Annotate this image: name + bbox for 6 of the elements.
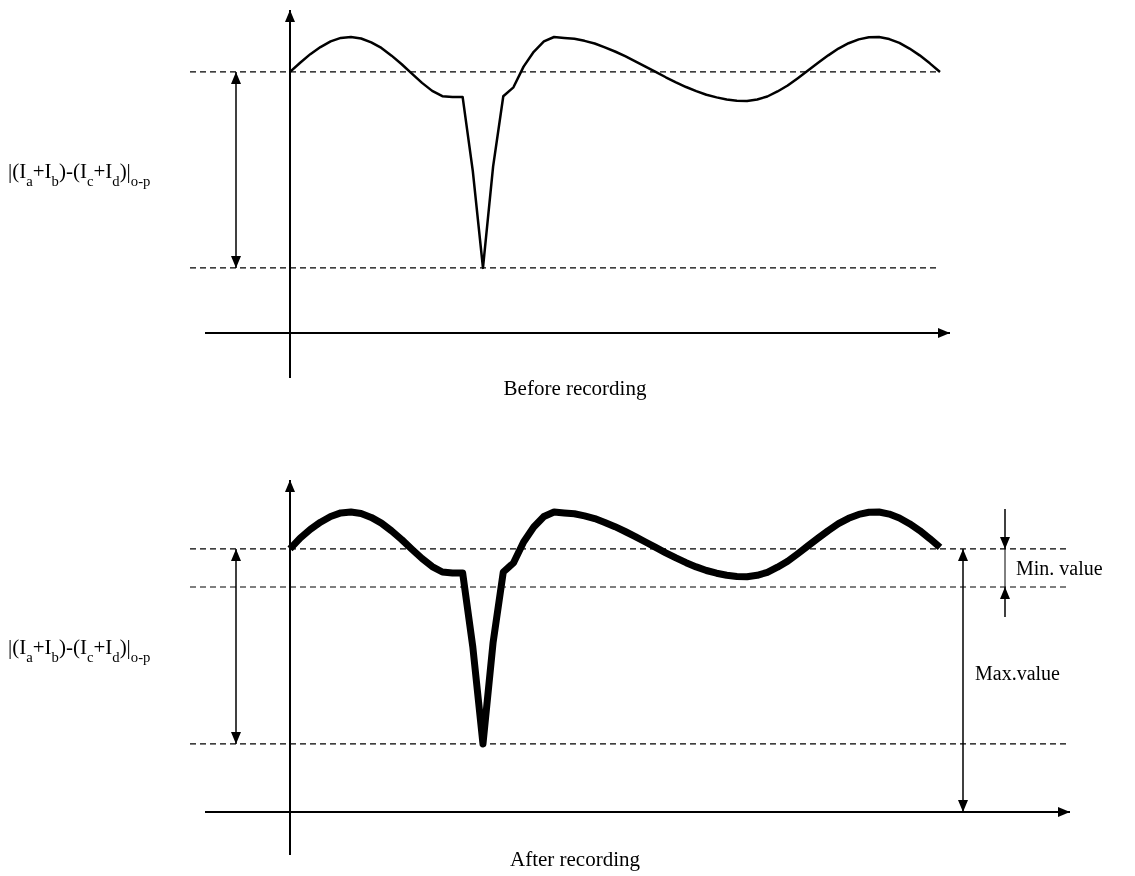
- text: Min. value: [1016, 556, 1103, 579]
- text: Max.value: [975, 662, 1061, 685]
- text: |(I$_{a}$+I$_{b}$)-(I$_{c}$+I$_{d}$)|$_{o-p}$: [8, 158, 151, 189]
- text: |(I$_{a}$+I$_{b}$)-(I$_{c}$+I$_{d}$)|$_{o-p}$: [8, 635, 151, 666]
- x-axis-title: Before recording: [503, 376, 647, 400]
- x-axis-title: After recording: [509, 847, 641, 871]
